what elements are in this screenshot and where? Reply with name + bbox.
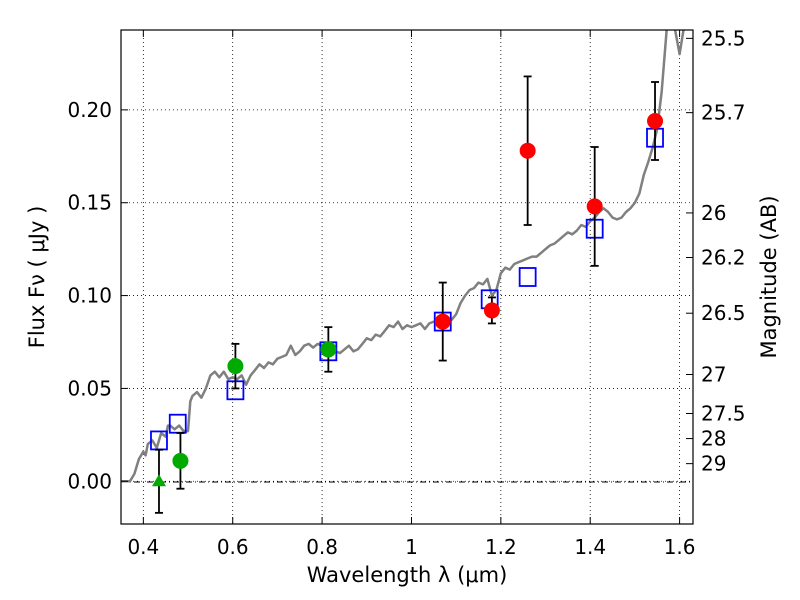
x-tick-label: 0.6 bbox=[217, 535, 249, 559]
upper-limit-marker bbox=[151, 474, 166, 487]
x-tick-label: 1.6 bbox=[664, 535, 696, 559]
detection-point-green bbox=[227, 358, 244, 375]
x-tick-label: 1 bbox=[405, 535, 418, 559]
detection-point-red bbox=[434, 313, 451, 330]
detection-point-green bbox=[172, 452, 189, 469]
y2-axis-label: Magnitude (AB) bbox=[757, 195, 781, 358]
detection-point-red bbox=[483, 302, 500, 319]
y-axis-label: Flux Fν ( μJy ) bbox=[25, 206, 49, 349]
magnitude-tick-label: 26.2 bbox=[701, 246, 746, 270]
magnitude-tick-label: 25.7 bbox=[701, 101, 746, 125]
plot-area bbox=[121, 30, 685, 514]
magnitude-tick-label: 28 bbox=[701, 427, 726, 451]
detection-point-red bbox=[586, 198, 603, 215]
detection-point-red bbox=[519, 142, 536, 159]
x-tick-label: 0.8 bbox=[306, 535, 338, 559]
y-tick-label: 0.00 bbox=[67, 469, 112, 493]
detection-point-green bbox=[320, 341, 337, 358]
x-tick-label: 1.4 bbox=[574, 535, 606, 559]
model-photometry-point bbox=[518, 267, 537, 287]
y-tick-label: 0.15 bbox=[67, 191, 112, 215]
axis-ticks: 0.4 0.6 0.8 1 1.2 1.4 1.6 0.00 0.05 0.10 0.15 0.20 2… bbox=[67, 26, 745, 559]
x-tick-label: 0.4 bbox=[127, 535, 159, 559]
plot-frame bbox=[120, 29, 694, 525]
magnitude-tick-label: 29 bbox=[701, 452, 726, 476]
x-tick-label: 1.2 bbox=[485, 535, 517, 559]
magnitude-tick-label: 27 bbox=[701, 363, 726, 387]
magnitude-tick-label: 26 bbox=[701, 201, 726, 225]
y-tick-label: 0.05 bbox=[67, 376, 112, 400]
magnitude-tick-label: 27.5 bbox=[701, 402, 746, 426]
x-axis-label: Wavelength λ (μm) bbox=[307, 563, 508, 587]
magnitude-tick-label: 26.5 bbox=[701, 301, 746, 325]
y-tick-label: 0.10 bbox=[67, 284, 112, 308]
detection-point-red bbox=[647, 113, 664, 129]
y-tick-label: 0.20 bbox=[67, 98, 112, 122]
magnitude-tick-label: 25.5 bbox=[701, 26, 746, 50]
